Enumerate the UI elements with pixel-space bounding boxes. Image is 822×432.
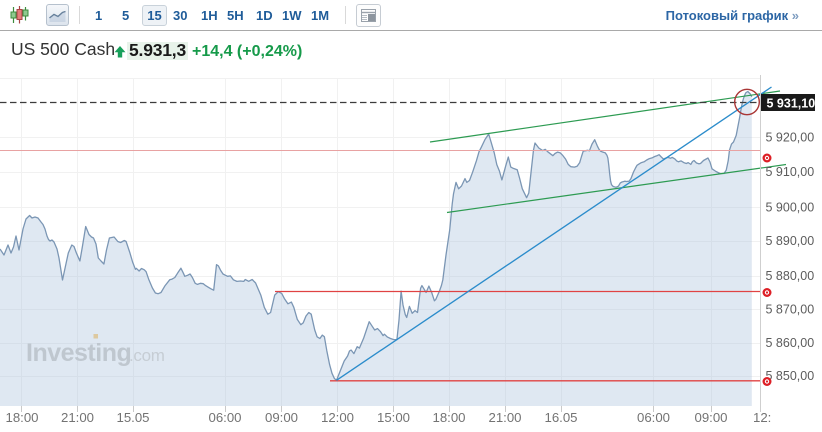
svg-text:06:00: 06:00 — [637, 410, 670, 425]
svg-text:5 900,00: 5 900,00 — [766, 200, 815, 214]
svg-text:09:00: 09:00 — [694, 410, 727, 425]
svg-text:06:00: 06:00 — [208, 410, 241, 425]
svg-text:12:: 12: — [753, 410, 771, 425]
svg-text:18:00: 18:00 — [5, 410, 38, 425]
svg-text:5 870,00: 5 870,00 — [766, 303, 815, 317]
svg-text:21:00: 21:00 — [61, 410, 94, 425]
svg-text:09:00: 09:00 — [265, 410, 298, 425]
svg-text:5 880,00: 5 880,00 — [766, 269, 815, 283]
svg-text:Investing: Investing — [26, 339, 131, 367]
svg-text:18:00: 18:00 — [432, 410, 465, 425]
svg-text:5 910,00: 5 910,00 — [766, 165, 815, 179]
svg-text:15.05: 15.05 — [116, 410, 149, 425]
svg-text:5 931,10: 5 931,10 — [767, 97, 816, 111]
svg-text:15:00: 15:00 — [377, 410, 410, 425]
svg-text:5 920,00: 5 920,00 — [766, 130, 815, 144]
svg-text:5 890,00: 5 890,00 — [766, 234, 815, 248]
svg-text:.com: .com — [129, 346, 165, 365]
svg-text:16.05: 16.05 — [544, 410, 577, 425]
svg-text:5 850,00: 5 850,00 — [766, 369, 815, 383]
svg-text:5 860,00: 5 860,00 — [766, 336, 815, 350]
svg-text:12:00: 12:00 — [321, 410, 354, 425]
svg-text:21:00: 21:00 — [488, 410, 521, 425]
